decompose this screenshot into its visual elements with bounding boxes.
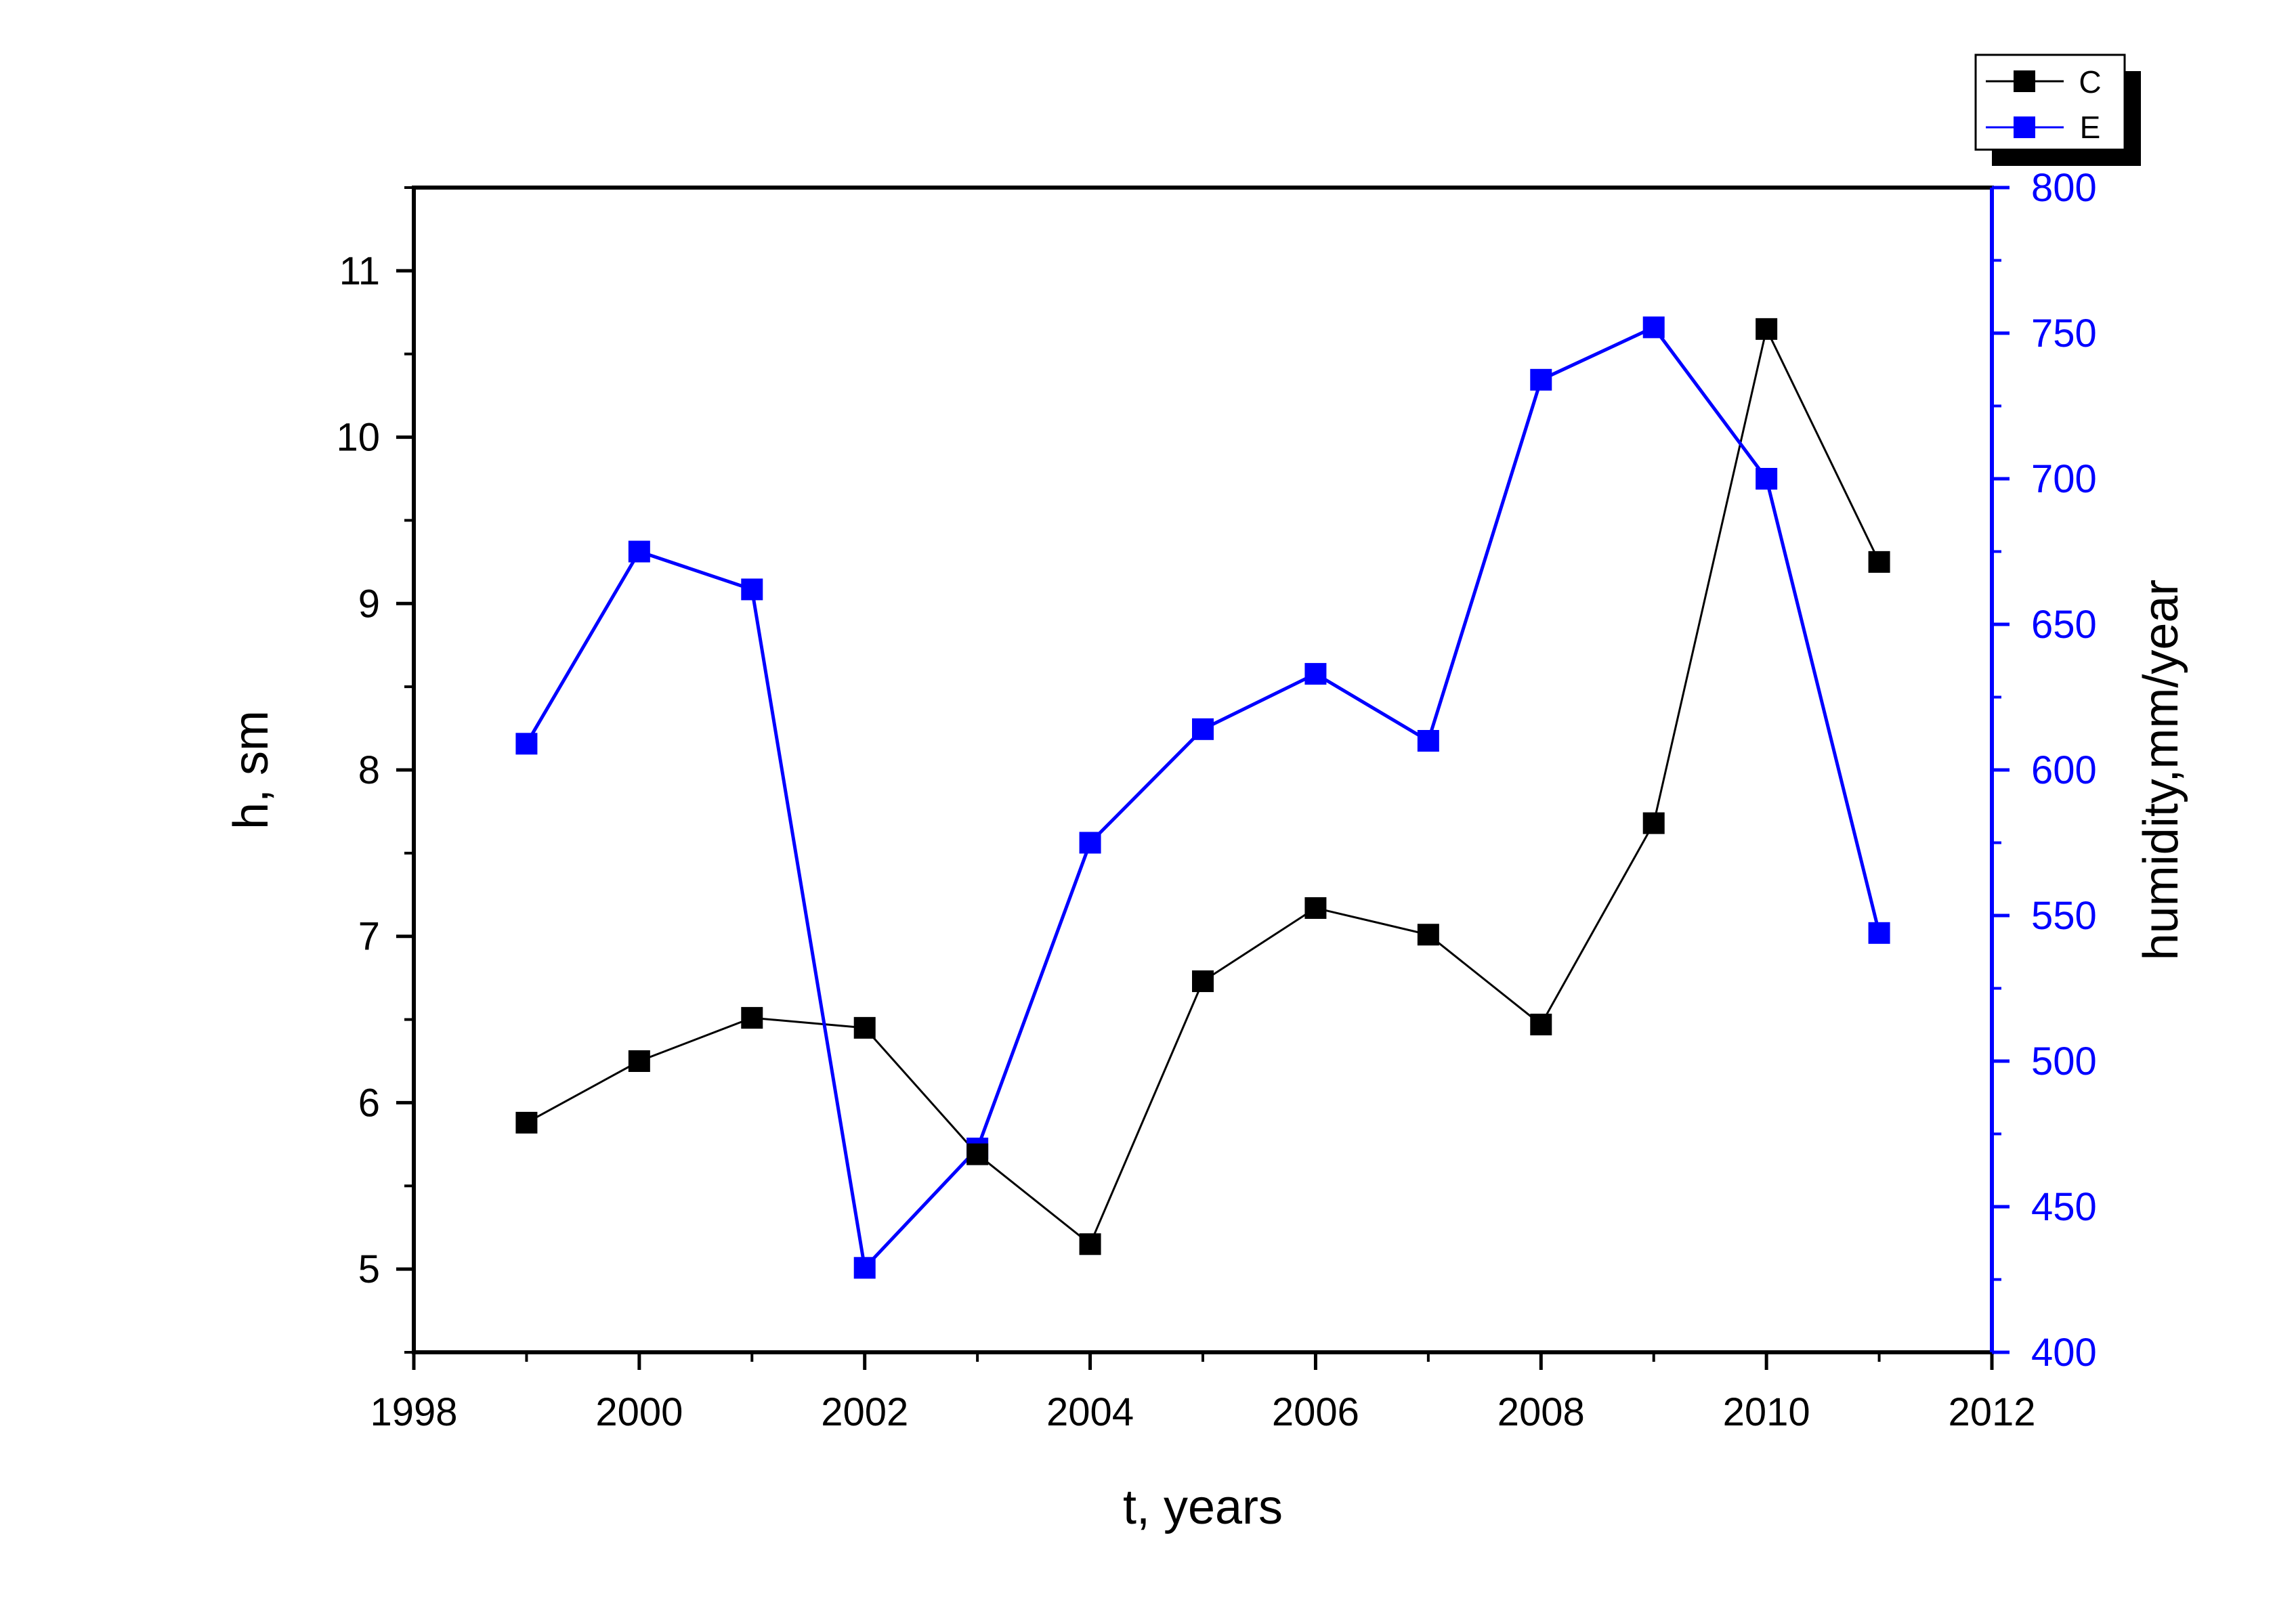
series-e-point — [1417, 730, 1439, 752]
series-c-point — [515, 1111, 538, 1134]
series-c-point — [966, 1143, 989, 1165]
legend-c-label: C — [2079, 64, 2101, 100]
x-tick-label: 2010 — [1723, 1390, 1810, 1434]
x-tick-label: 2000 — [595, 1390, 683, 1434]
y-tick-label: 11 — [339, 249, 380, 293]
axis-ticks: 1998 2000 2002 2004 2006 2008 2010 2012 5 6 7 8 9 10 1… — [336, 166, 2096, 1434]
y-tick-label: 10 — [336, 416, 380, 460]
series-c-point — [1642, 812, 1665, 834]
legend-box — [1974, 53, 2126, 151]
x-tick-label: 2006 — [1272, 1390, 1359, 1434]
y2-tick-label: 800 — [2031, 166, 2097, 210]
legend-e-marker — [2014, 116, 2035, 138]
y-tick-label: 9 — [358, 582, 380, 626]
x-axis-title: t, years — [1123, 1480, 1283, 1534]
series-c-line — [526, 326, 1880, 1246]
x-tick-label: 2012 — [1948, 1390, 2035, 1434]
x-tick-label: 1998 — [370, 1390, 457, 1434]
series-markers — [515, 316, 1890, 1279]
y-tick-label: 7 — [358, 915, 380, 959]
series-e-point — [1642, 316, 1665, 339]
series-c-point — [741, 1007, 763, 1029]
series-c-point — [1304, 897, 1327, 919]
series-e-point — [1079, 832, 1101, 854]
series-e-point — [515, 733, 538, 755]
legend-e-label: E — [2080, 110, 2101, 145]
y2-axis-title: humidity,mm/year — [2134, 580, 2188, 961]
series-c-point — [1192, 970, 1214, 993]
x-tick-label: 2002 — [821, 1390, 908, 1434]
y2-tick-label: 700 — [2031, 457, 2097, 501]
y2-tick-label: 450 — [2031, 1185, 2097, 1229]
series-e-point — [1756, 468, 1778, 490]
y2-tick-label: 400 — [2031, 1331, 2097, 1375]
series-c-point — [1417, 924, 1439, 946]
series-e-point — [1868, 922, 1890, 944]
series-c-point — [1756, 318, 1778, 340]
y2-tick-label: 600 — [2031, 748, 2097, 792]
y-axis-title: h, sm — [224, 710, 278, 830]
legend: C E — [1974, 53, 2141, 166]
y-tick-label: 6 — [358, 1081, 380, 1125]
x-tick-label: 2004 — [1046, 1390, 1134, 1434]
series-c-point — [1868, 551, 1890, 573]
series-c-point — [1530, 1013, 1552, 1035]
series-e-point — [1530, 368, 1552, 391]
series-e-point — [741, 578, 763, 601]
y-tick-label: 8 — [358, 748, 380, 792]
legend-c-marker — [2014, 70, 2035, 92]
series-e-point — [1192, 718, 1214, 740]
series-c-point — [853, 1016, 876, 1039]
y2-tick-label: 750 — [2031, 311, 2097, 356]
y-tick-label: 5 — [358, 1247, 380, 1291]
y2-tick-label: 500 — [2031, 1039, 2097, 1083]
series-c-point — [628, 1050, 650, 1072]
series-lines — [525, 325, 1881, 1272]
series-e-point — [628, 540, 650, 563]
series-e-line — [525, 325, 1881, 1272]
plot-frame — [412, 186, 1994, 1354]
series-c-point — [1079, 1233, 1101, 1255]
y2-tick-label: 650 — [2031, 603, 2097, 647]
series-e-point — [1304, 663, 1327, 685]
x-tick-label: 2008 — [1497, 1390, 1585, 1434]
y2-tick-label: 550 — [2031, 894, 2097, 938]
series-e-point — [853, 1257, 876, 1279]
